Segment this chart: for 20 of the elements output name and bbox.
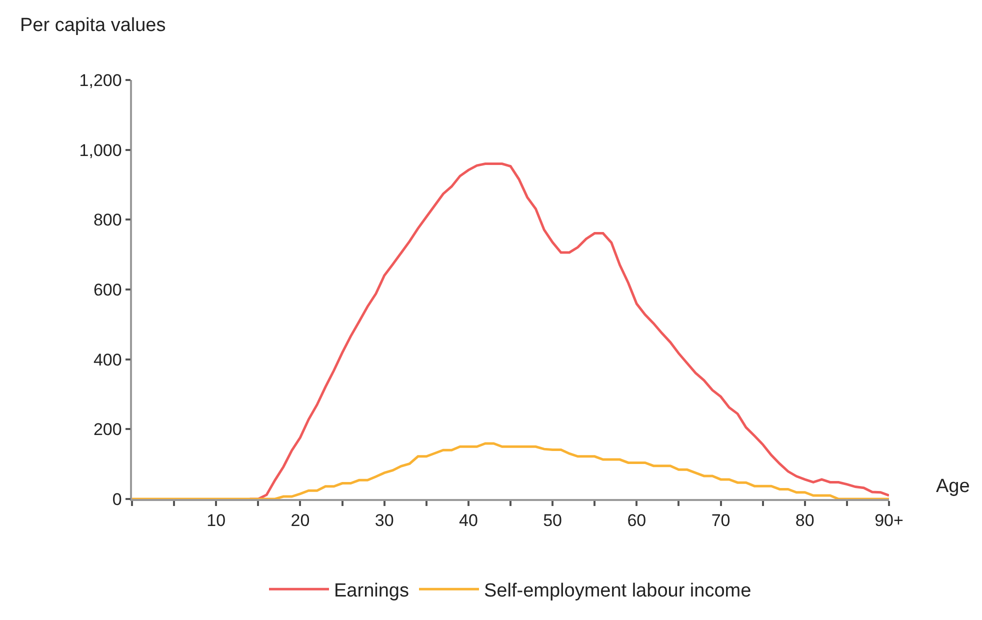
- y-tick-label: 600: [93, 280, 122, 300]
- legend-label: Earnings: [334, 580, 409, 602]
- x-tick-label: 40: [458, 511, 478, 530]
- y-tick-label: 1,000: [79, 140, 122, 160]
- y-tick-label: 0: [112, 490, 122, 509]
- y-tick-label: 400: [93, 350, 122, 370]
- x-tick-label: 60: [627, 511, 646, 530]
- x-tick-label: 10: [206, 511, 226, 530]
- x-tick-label: 70: [711, 511, 730, 530]
- y-tick-label: 1,200: [79, 70, 122, 90]
- y-tick-label: 800: [93, 210, 122, 230]
- x-tick-label: 50: [543, 511, 562, 530]
- x-tick-label: 20: [290, 511, 310, 530]
- x-axis-title: Age: [936, 476, 970, 497]
- legend-label: Self-employment labour income: [484, 580, 752, 602]
- x-tick-label: 90+: [874, 511, 904, 530]
- x-tick-label: 80: [795, 511, 814, 530]
- y-axis-title: Per capita values: [20, 15, 166, 36]
- y-tick-label: 200: [93, 420, 122, 440]
- x-tick-label: 30: [374, 511, 394, 530]
